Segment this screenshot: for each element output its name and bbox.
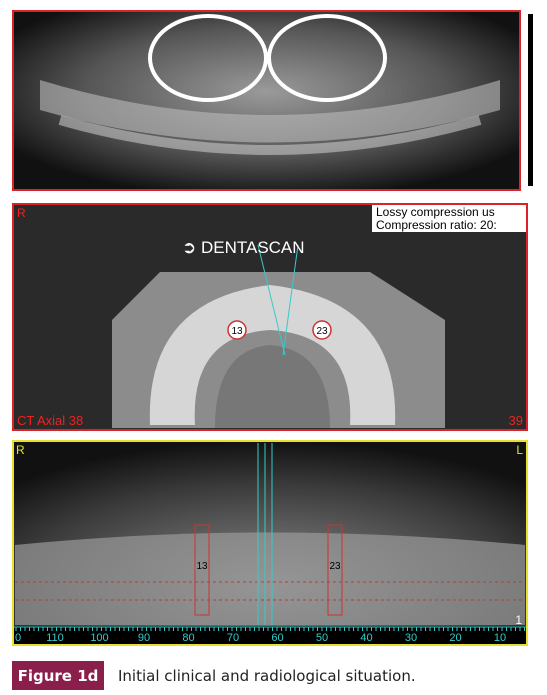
notice-line: Compression ratio: 20: bbox=[376, 218, 497, 232]
ruler-label: 110 bbox=[46, 632, 64, 644]
ruler-label: 100 bbox=[90, 632, 108, 644]
tooth-label: 13 bbox=[231, 326, 243, 337]
ruler-label: 20 bbox=[449, 632, 461, 644]
tooth-label: 23 bbox=[329, 561, 341, 572]
slice-number: 39 bbox=[509, 413, 523, 428]
tooth-label: 13 bbox=[196, 561, 208, 572]
notice-line: Lossy compression us bbox=[376, 205, 495, 219]
axial-panel: R Lossy compression us Compression ratio… bbox=[12, 203, 528, 431]
ruler-label: 10 bbox=[494, 632, 506, 644]
ruler-label: 80 bbox=[182, 632, 194, 644]
orientation-marker: L bbox=[516, 443, 523, 457]
ruler-label: 70 bbox=[227, 632, 239, 644]
caption-text: Initial clinical and radiological situat… bbox=[118, 667, 416, 685]
caption: Figure 1d Initial clinical and radiologi… bbox=[12, 661, 416, 690]
figure-label: Figure 1d bbox=[18, 667, 99, 685]
ruler-label: 30 bbox=[405, 632, 417, 644]
slice-label: CT Axial 38 bbox=[17, 413, 83, 428]
ruler: 0 110 100 90 80 70 60 50 40 30 20 10 bbox=[15, 627, 525, 644]
scan-label: ➲ DENTASCAN bbox=[182, 238, 305, 257]
orientation-marker: R bbox=[17, 206, 26, 220]
reconstruction-panel: 0 110 100 90 80 70 60 50 40 30 20 10 R L 13 23 1 bbox=[12, 440, 528, 646]
orientation-marker: R bbox=[16, 443, 25, 457]
panoramic-panel bbox=[12, 10, 533, 191]
tooth-label: 23 bbox=[316, 326, 328, 337]
ruler-label: 90 bbox=[138, 632, 150, 644]
ruler-label: 40 bbox=[360, 632, 372, 644]
ruler-label: 60 bbox=[271, 632, 283, 644]
ruler-label: 0 bbox=[15, 632, 21, 644]
ruler-label: 50 bbox=[316, 632, 328, 644]
corner-label: 1 bbox=[515, 613, 522, 627]
